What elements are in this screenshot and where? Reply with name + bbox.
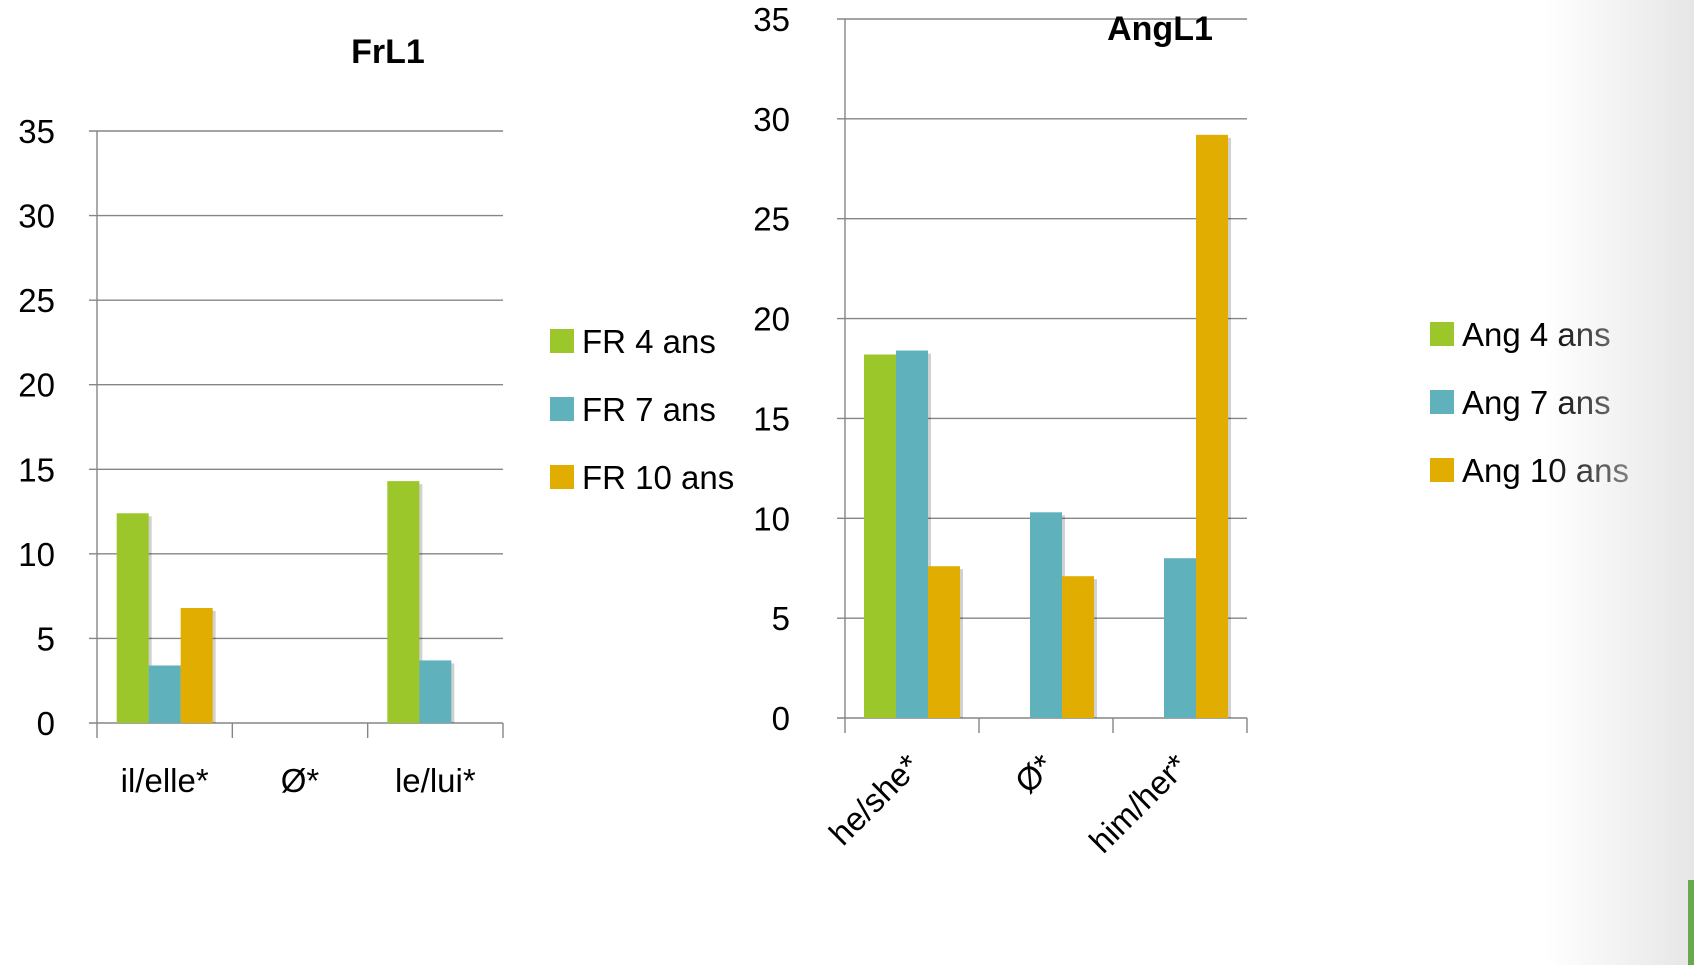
bar [180,607,213,723]
bar [1030,512,1062,718]
legend-swatch [550,397,574,421]
legend-label: FR 7 ans [582,391,716,428]
bar [1196,134,1228,718]
bar [864,354,896,718]
y-tick-label: 0 [772,700,790,737]
y-tick-label: 25 [18,282,55,319]
bar [148,665,181,723]
x-category-label: le/lui* [395,762,476,799]
legend-label: FR 4 ans [582,323,716,360]
slide-accent-bar [1688,880,1694,965]
bar [928,566,960,718]
legend-label: FR 10 ans [582,459,734,496]
bar [1164,558,1196,718]
bar [419,660,452,723]
slide-edge-shade [1544,0,1694,965]
legend-swatch [1430,458,1454,482]
x-category-label: he/she* [822,747,927,852]
y-tick-label: 20 [753,301,790,338]
y-tick-label: 20 [18,367,55,404]
y-tick-label: 10 [753,500,790,537]
x-category-label: Ø* [281,762,320,799]
x-category-label: il/elle* [121,762,209,799]
bar [1062,576,1094,718]
bar [116,513,149,723]
y-tick-label: 10 [18,536,55,573]
legend-swatch [1430,390,1454,414]
chart-title: FrL1 [351,33,425,71]
x-category-label: him/her* [1082,747,1195,860]
y-tick-label: 5 [772,600,790,637]
x-category-label: Ø* [1008,747,1062,801]
y-tick-label: 5 [37,620,55,657]
y-tick-label: 0 [37,705,55,742]
legend-swatch [550,329,574,353]
y-tick-label: 30 [18,198,55,235]
chart-1: 0 5 10 15 20 25 30 35 il/elle* Ø* le/lui* FrL1 FR 4 … [18,33,734,799]
legend-swatch [550,465,574,489]
y-tick-label: 30 [753,101,790,138]
legend-swatch [1430,322,1454,346]
bar [387,481,420,723]
y-tick-label: 25 [753,201,790,238]
y-tick-label: 15 [18,451,55,488]
y-tick-label: 15 [753,400,790,437]
chart-title: AngL1 [1107,10,1213,48]
bar [896,350,928,718]
y-tick-label: 35 [753,1,790,38]
y-tick-label: 35 [18,113,55,150]
